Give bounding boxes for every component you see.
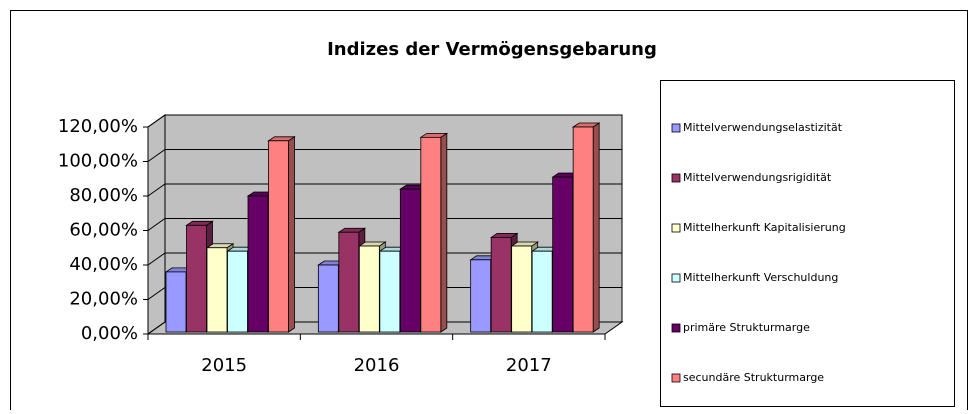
bar-front xyxy=(379,250,401,333)
bar-front xyxy=(399,188,421,333)
y-tick-label: 100,00% xyxy=(58,151,138,172)
bar xyxy=(419,132,449,333)
grid-line xyxy=(147,252,622,266)
y-tick-label: 0,00% xyxy=(81,323,138,344)
legend-swatch xyxy=(671,173,681,183)
legend-label: primäre Strukturmarge xyxy=(683,321,810,334)
bar xyxy=(571,122,601,333)
bar-front xyxy=(511,245,533,333)
legend-label: Mittelverwendungsrigidität xyxy=(683,171,832,184)
bar-front xyxy=(165,271,187,333)
bar-front xyxy=(552,176,574,333)
bar-front xyxy=(531,250,553,333)
grid-line xyxy=(147,183,622,197)
grid-line xyxy=(147,218,622,231)
legend-label: Mittelherkunft Kapitalisierung xyxy=(683,221,846,234)
grid-line xyxy=(147,287,622,300)
bar-side xyxy=(440,132,448,333)
bar xyxy=(267,136,296,333)
bar-front xyxy=(470,259,492,333)
bar-front xyxy=(490,236,512,333)
bar-front xyxy=(420,136,442,333)
x-tick-label: 2016 xyxy=(354,355,400,376)
bar-front xyxy=(247,195,269,333)
y-tick-label: 120,00% xyxy=(58,116,138,137)
bar-side xyxy=(288,136,295,333)
bar-front xyxy=(206,247,228,333)
legend-swatch xyxy=(671,373,681,383)
grid-line xyxy=(147,114,622,128)
legend-label: secundäre Strukturmarge xyxy=(683,371,824,384)
legend-label: Mittelverwendungselastizität xyxy=(683,121,843,134)
bar-side xyxy=(592,122,600,333)
grid-line xyxy=(147,149,622,162)
chart-title: Indizes der Vermögensgebarung xyxy=(327,39,657,60)
bar-front xyxy=(268,140,289,333)
legend-swatch xyxy=(671,123,681,133)
legend xyxy=(660,80,955,407)
y-tick-label: 80,00% xyxy=(69,185,138,206)
bar-front xyxy=(572,126,594,333)
x-tick-label: 2017 xyxy=(506,355,552,376)
legend-swatch xyxy=(671,223,681,233)
bar-front xyxy=(317,264,339,333)
bar-front xyxy=(227,250,248,333)
y-tick-label: 20,00% xyxy=(69,289,138,310)
bar-front xyxy=(358,245,380,333)
y-tick-label: 40,00% xyxy=(69,254,138,275)
bar-front xyxy=(338,231,360,333)
legend-swatch xyxy=(671,273,681,283)
x-tick-label: 2015 xyxy=(201,355,247,376)
legend-swatch xyxy=(671,323,681,333)
y-tick-label: 60,00% xyxy=(69,220,138,241)
legend-label: Mittelherkunft Verschuldung xyxy=(683,271,838,284)
grid-line xyxy=(147,321,622,335)
bar-front xyxy=(186,224,207,333)
